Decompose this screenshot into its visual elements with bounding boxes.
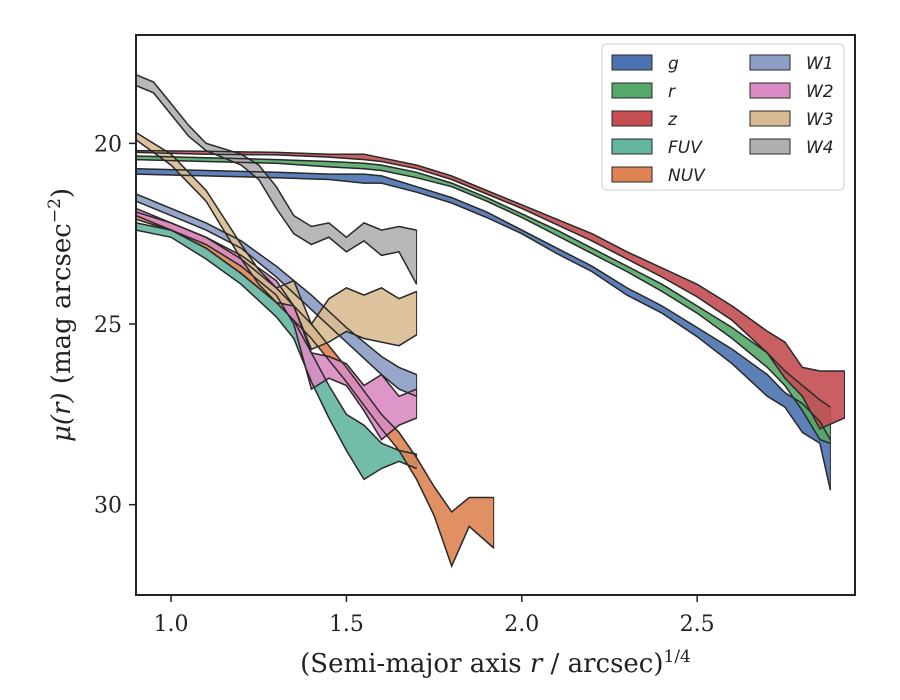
legend-swatch-w3 <box>749 110 791 127</box>
x-tick-label: 1.5 <box>329 612 364 637</box>
series-lower-edge-nuv <box>136 218 495 569</box>
series-lower-edge-r <box>136 158 831 445</box>
series-lower-edge-w3 <box>136 139 417 351</box>
series-upper-edge-z <box>136 149 845 372</box>
plot-frame <box>135 34 856 596</box>
series-lower-edge-w2 <box>136 214 417 441</box>
legend-label-w4: W4 <box>806 138 834 158</box>
legend-swatch-fuv <box>611 138 653 155</box>
legend-swatch-w2 <box>749 82 791 99</box>
series-lower-edge-fuv <box>136 229 417 481</box>
legend-label-nuv: NUV <box>668 166 706 186</box>
series-lower-edge-g <box>136 173 832 491</box>
legend-swatch-nuv <box>611 166 653 183</box>
legend-swatch-z <box>611 110 653 127</box>
y-tick-label: 20 <box>94 132 122 157</box>
x-tick-label: 2.0 <box>504 612 539 637</box>
legend-swatch-w4 <box>749 138 791 155</box>
series-upper-edge-g <box>136 167 832 440</box>
series-lower-edge-z <box>136 151 845 430</box>
legend: grz FUV NUV W1 W2 W3 W4 <box>601 43 845 191</box>
x-tick-label: 2.5 <box>680 612 715 637</box>
y-axis-label: μ(r) (mag arcsec−2) <box>45 188 77 442</box>
x-tick-label: 1.0 <box>154 612 189 637</box>
series-upper-edge-w4 <box>136 74 417 239</box>
legend-swatch-w1 <box>749 54 791 71</box>
series-upper-edge-r <box>136 155 831 408</box>
legend-label-w3: W3 <box>806 110 834 130</box>
y-tick-label: 25 <box>94 313 122 338</box>
legend-label-w2: W2 <box>806 82 834 102</box>
legend-label-fuv: FUV <box>668 138 703 158</box>
series-upper-edge-w3 <box>136 131 417 326</box>
x-axis-label: (Semi-major axis r / arcsec)1/4 <box>300 647 691 679</box>
series-upper-edge-w2 <box>136 207 417 398</box>
legend-label-r: r <box>668 82 676 102</box>
legend-label-z: z <box>667 110 678 130</box>
legend-swatch-r <box>611 82 653 99</box>
y-axis-ticks: 20 25 30 <box>94 132 136 519</box>
legend-label-g: g <box>668 54 679 74</box>
x-axis-ticks: 1.0 1.5 2.0 2.5 <box>154 595 715 637</box>
legend-label-w1: W1 <box>806 54 834 74</box>
legend-swatch-g <box>611 54 653 71</box>
series-edges <box>136 74 845 569</box>
series-lower-edge-w4 <box>136 84 418 285</box>
y-tick-label: 30 <box>94 494 122 519</box>
series-lower-edge-w1 <box>136 200 417 397</box>
